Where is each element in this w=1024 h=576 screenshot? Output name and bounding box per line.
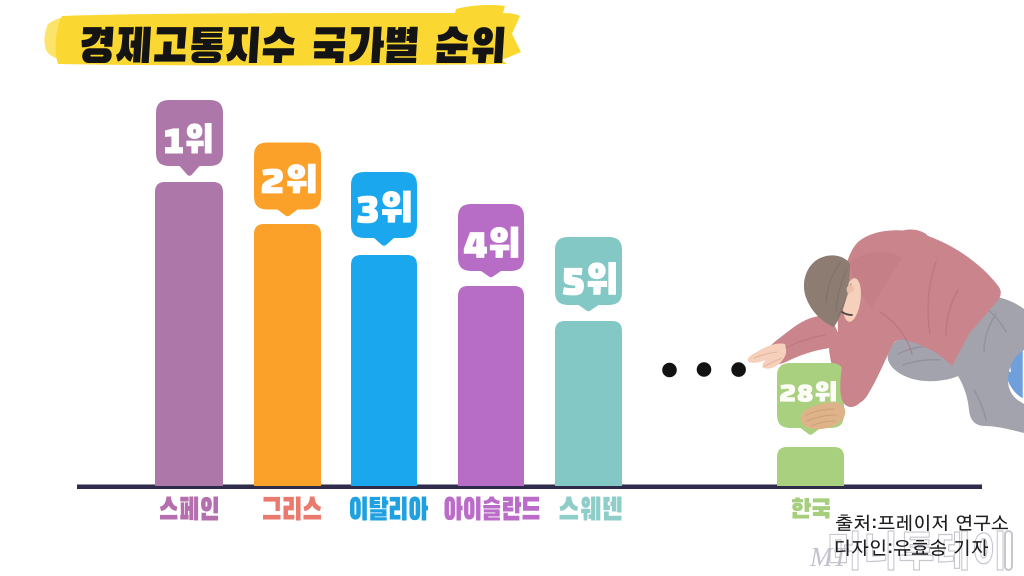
svg-text:MT: MT — [809, 542, 849, 572]
